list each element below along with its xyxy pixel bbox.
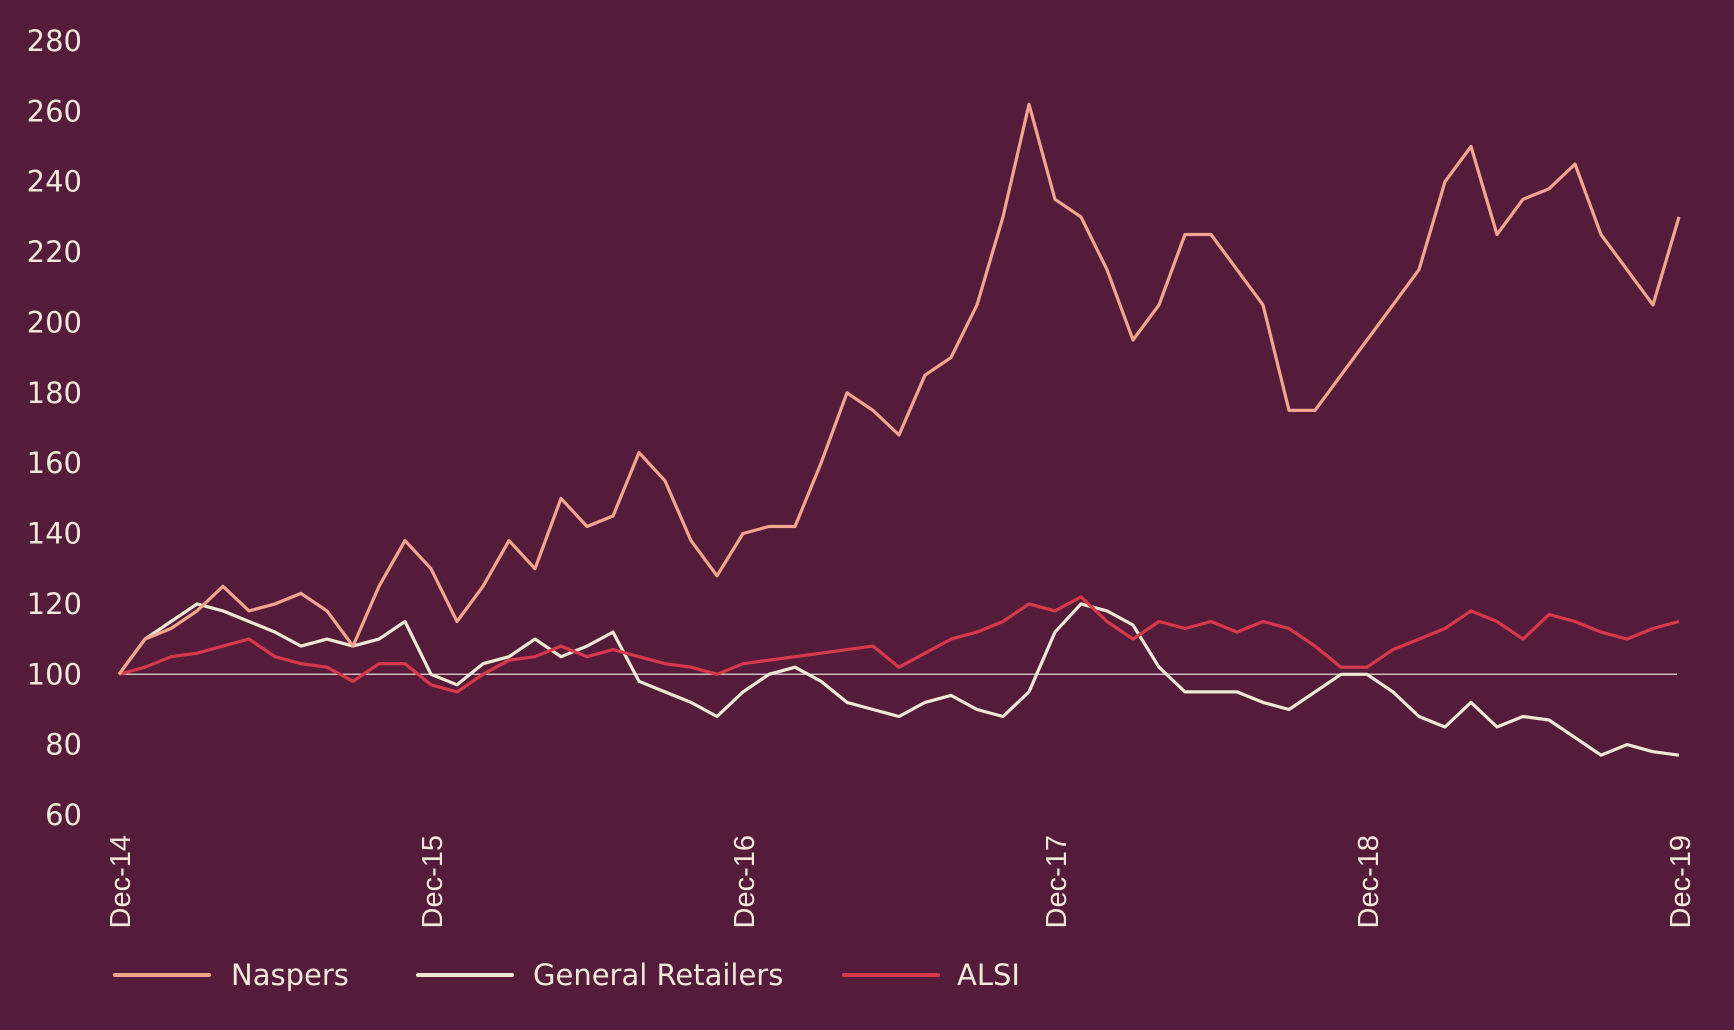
- y-tick-label: 60: [45, 798, 82, 832]
- x-tick-label: Dec-15: [417, 835, 449, 929]
- y-tick-label: 280: [27, 24, 82, 58]
- y-tick-label: 260: [27, 94, 82, 128]
- x-axis: Dec-14 Dec-15 Dec-16 Dec-17 Dec-18 Dec-19: [105, 835, 1697, 929]
- y-tick-label: 100: [27, 657, 82, 691]
- series-line-general-retailers: [117, 602, 1680, 757]
- y-tick-label: 200: [27, 305, 82, 339]
- y-tick-label: 180: [27, 376, 82, 410]
- y-tick-label: 160: [27, 446, 82, 480]
- x-tick-label: Dec-18: [1353, 835, 1385, 929]
- legend-label: ALSI: [957, 958, 1020, 992]
- y-tick-label: 240: [27, 165, 82, 199]
- x-tick-label: Dec-17: [1041, 835, 1073, 929]
- legend-label: Naspers: [231, 958, 349, 992]
- x-tick-label: Dec-14: [105, 835, 137, 929]
- legend: Naspers General Retailers ALSI: [113, 958, 1020, 992]
- y-tick-label: 80: [45, 728, 82, 762]
- y-tick-label: 220: [27, 235, 82, 269]
- x-tick-label: Dec-16: [729, 835, 761, 929]
- series-group: [117, 102, 1681, 757]
- series-line-alsi: [118, 595, 1680, 694]
- y-tick-label: 140: [27, 517, 82, 551]
- y-axis: 280 260 240 220 200 180 160 140 120 100 80 60: [27, 24, 82, 832]
- x-tick-label: Dec-19: [1665, 835, 1697, 929]
- series-line-naspers: [117, 102, 1681, 676]
- y-tick-label: 120: [27, 587, 82, 621]
- legend-label: General Retailers: [533, 958, 783, 992]
